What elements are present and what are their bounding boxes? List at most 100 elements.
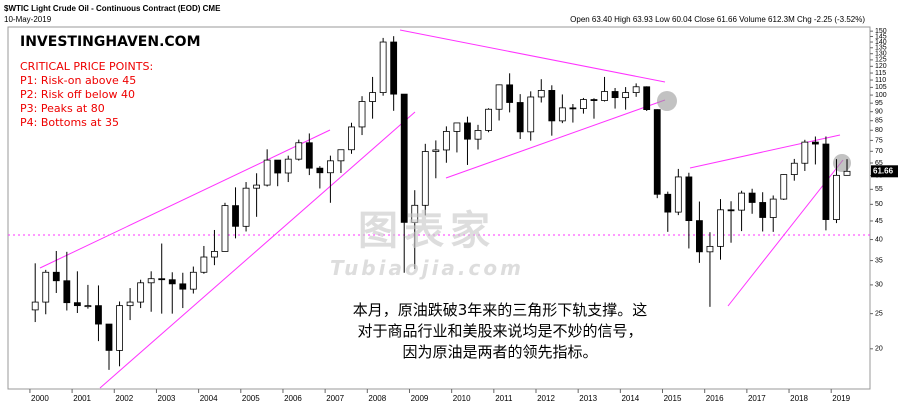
y-tick-label: 145 xyxy=(875,33,887,40)
candle-body xyxy=(485,108,492,131)
candle-body xyxy=(527,96,535,133)
trendline xyxy=(99,111,416,389)
y-tick-label: 85 xyxy=(875,118,883,125)
y-tick-label: 130 xyxy=(875,51,887,58)
candle-body xyxy=(601,91,608,101)
y-tick-label: 70 xyxy=(875,148,883,155)
note: P3: Peaks at 80 xyxy=(20,102,105,115)
candle-body xyxy=(811,141,819,145)
candle-body xyxy=(189,271,197,290)
candle-body xyxy=(327,160,334,174)
x-tick-label: 2001 xyxy=(73,394,91,403)
candle-body xyxy=(390,41,398,95)
candle-body xyxy=(31,301,39,311)
candle-body xyxy=(95,305,102,325)
candle-body xyxy=(780,174,788,200)
candle-body xyxy=(696,220,703,253)
last-price-box xyxy=(871,165,898,178)
y-tick-label: 135 xyxy=(875,45,887,52)
y-tick-label: 65 xyxy=(875,160,883,167)
y-tick-label: 45 xyxy=(875,218,883,225)
candle-body xyxy=(432,149,440,152)
y-tick-label: 90 xyxy=(875,109,883,116)
candle-body xyxy=(379,41,387,93)
trendline xyxy=(445,99,666,179)
highlight xyxy=(833,154,851,172)
trendline xyxy=(399,29,666,83)
candle-body xyxy=(263,159,271,186)
candle-body xyxy=(738,192,745,211)
candle-body xyxy=(653,109,661,195)
x-tick-label: 2003 xyxy=(158,394,176,403)
notes-title: CRITICAL PRICE POINTS: xyxy=(20,60,154,73)
candle-body xyxy=(253,184,261,189)
x-tick-label: 2017 xyxy=(748,394,766,403)
candle-body xyxy=(137,282,145,303)
candle-body xyxy=(63,280,71,304)
x-tick-label: 2018 xyxy=(790,394,808,403)
y-tick-label: 110 xyxy=(875,77,886,84)
candle-body xyxy=(537,90,545,98)
x-tick-label: 2008 xyxy=(368,394,386,403)
candle-body xyxy=(632,86,640,93)
candle-body xyxy=(843,170,851,176)
note: P4: Bottoms at 35 xyxy=(20,116,119,129)
candle-body xyxy=(274,159,282,174)
x-tick-label: 2016 xyxy=(706,394,724,403)
x-tick-label: 2015 xyxy=(664,394,682,403)
stats: Open 63.40 High 63.93 Low 60.04 Close 61… xyxy=(570,15,865,24)
candle-body xyxy=(548,90,556,122)
candle-body xyxy=(833,174,840,220)
candle-body xyxy=(453,122,461,132)
candle-body xyxy=(727,209,735,212)
candle-body xyxy=(580,99,587,109)
y-tick-label: 105 xyxy=(875,84,887,91)
note: P2: Risk off below 40 xyxy=(20,88,135,101)
x-tick-label: 2000 xyxy=(31,394,49,403)
x-tick-label: 2005 xyxy=(242,394,260,403)
y-tick-label: 50 xyxy=(875,201,883,208)
candle-body xyxy=(211,250,218,258)
brand: INVESTINGHAVEN.COM xyxy=(20,34,201,50)
x-tick-label: 2010 xyxy=(453,394,471,403)
watermark: 图表家 Tubiaojia.com xyxy=(330,198,524,280)
candle-body xyxy=(569,107,577,110)
watermark-cn: 图表家 xyxy=(357,208,496,254)
candle-body xyxy=(305,142,313,169)
candle-body xyxy=(421,151,429,206)
candle-body xyxy=(232,205,239,227)
candle-body xyxy=(358,101,366,128)
last-price-label: 61.66 xyxy=(873,166,894,175)
y-tick-label: 115 xyxy=(875,70,886,77)
candle-body xyxy=(801,141,809,164)
y-tick-label: 95 xyxy=(875,100,883,107)
candle-body xyxy=(464,122,471,140)
candle-body xyxy=(685,176,693,222)
candle-body xyxy=(759,202,767,218)
candle-body xyxy=(706,245,714,253)
highlight xyxy=(657,91,677,111)
candle-body xyxy=(822,143,830,220)
candle-body xyxy=(611,91,619,99)
candle-body xyxy=(42,271,50,303)
y-tick-label: 125 xyxy=(875,57,887,64)
y-tick-label: 25 xyxy=(875,310,883,317)
x-tick-label: 2009 xyxy=(411,394,429,403)
caption-line: 对于商品行业和美股来说均是不妙的信号， xyxy=(357,322,643,340)
y-tick-label: 30 xyxy=(875,282,883,289)
candle-body xyxy=(105,323,113,351)
candle-body xyxy=(474,130,482,140)
candle-body xyxy=(200,256,208,273)
candle-body xyxy=(664,193,672,213)
candle-body xyxy=(748,192,756,203)
candle-body xyxy=(316,167,324,174)
candle-body xyxy=(84,305,92,308)
candle-body xyxy=(717,209,724,247)
plot-frame xyxy=(7,26,871,390)
chart-subtitle: 10-May-2019 xyxy=(4,15,52,24)
y-tick-label: 120 xyxy=(875,63,887,70)
candle-body xyxy=(147,278,155,284)
candle-body xyxy=(369,92,376,102)
candle-body xyxy=(506,84,514,103)
